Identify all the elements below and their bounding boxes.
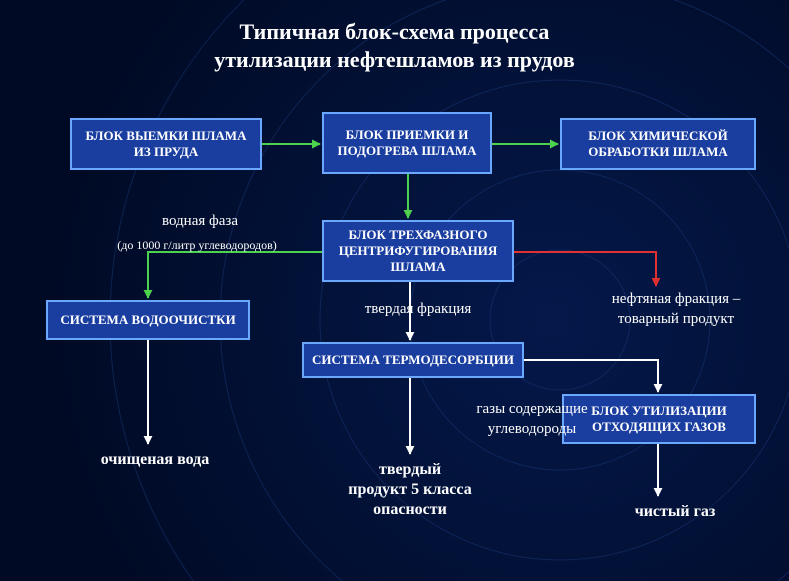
flow-node-n4: БЛОК ТРЕХФАЗНОГО ЦЕНТРИФУГИРОВАНИЯ ШЛАМА [322,220,514,282]
label-text: газы содержащие [476,401,587,417]
label-l_oil2: товарный продукт [576,310,776,329]
label-text: товарный продукт [618,311,734,327]
flow-node-n6: СИСТЕМА ТЕРМОДЕСОРБЦИИ [302,342,524,378]
label-l_solid_prod1: твердый [310,460,510,480]
label-l_solid: твердая фракция [338,300,498,319]
label-l_clean_gas: чистый газ [600,502,750,522]
flow-node-text: СИСТЕМА ВОДООЧИСТКИ [60,312,235,328]
label-text: чистый газ [635,503,716,520]
flow-node-n3: БЛОК ХИМИЧЕСКОЙ ОБРАБОТКИ ШЛАМА [560,118,756,170]
label-text: твердый [379,461,441,478]
title-line-2: утилизации нефтешламов из прудов [0,46,789,74]
label-l_water_phase: водная фаза [130,212,270,231]
label-text: твердая фракция [365,301,472,317]
label-text: продукт 5 класса [348,481,471,498]
edge-e5 [148,252,322,298]
label-l_water_sub: (до 1000 г/литр углеводородов) [82,238,312,253]
label-text: (до 1000 г/литр углеводородов) [117,238,277,252]
label-l_clean_water: очищеная вода [80,450,230,470]
label-text: углеводороды [488,421,577,437]
label-l_oil1: нефтяная фракция – [576,290,776,309]
edge-e4 [514,252,656,286]
flow-node-n2: БЛОК ПРИЕМКИ И ПОДОГРЕВА ШЛАМА [322,112,492,174]
flow-node-text: БЛОК ПРИЕМКИ И ПОДОГРЕВА ШЛАМА [332,127,482,160]
diagram-stage: Типичная блок-схема процесса утилизации … [0,0,789,581]
page-title: Типичная блок-схема процесса утилизации … [0,18,789,73]
label-l_gases2: углеводороды [432,420,632,439]
title-line-1: Типичная блок-схема процесса [0,18,789,46]
flow-node-text: БЛОК ХИМИЧЕСКОЙ ОБРАБОТКИ ШЛАМА [570,128,746,161]
flow-node-text: СИСТЕМА ТЕРМОДЕСОРБЦИИ [312,352,514,368]
flow-node-text: БЛОК ТРЕХФАЗНОГО ЦЕНТРИФУГИРОВАНИЯ ШЛАМА [332,227,504,276]
label-l_solid_prod2: продукт 5 класса [310,480,510,500]
flow-node-n5: СИСТЕМА ВОДООЧИСТКИ [46,300,250,340]
flow-node-n1: БЛОК ВЫЕМКИ ШЛАМА ИЗ ПРУДА [70,118,262,170]
label-l_gases1: газы содержащие [432,400,632,419]
label-text: нефтяная фракция – [612,291,741,307]
label-text: опасности [373,501,447,518]
label-text: очищеная вода [101,451,209,468]
flow-node-text: БЛОК ВЫЕМКИ ШЛАМА ИЗ ПРУДА [80,128,252,161]
label-text: водная фаза [162,213,238,229]
edge-e7 [524,360,658,392]
label-l_solid_prod3: опасности [310,500,510,520]
